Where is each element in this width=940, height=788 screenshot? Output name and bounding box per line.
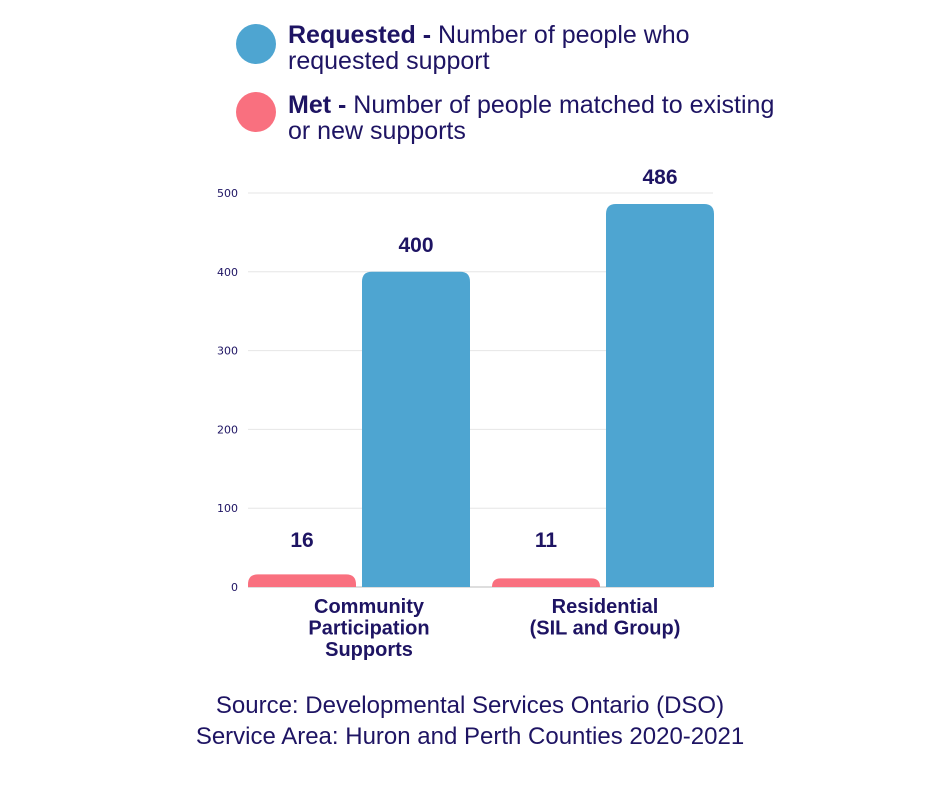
- x-category-label: Community: [314, 596, 425, 618]
- y-tick-label: 500: [217, 187, 238, 200]
- legend-key-requested: Requested -: [288, 21, 432, 49]
- x-category-label: Residential: [552, 596, 659, 618]
- source-line-2: Service Area: Huron and Perth Counties 2…: [195, 723, 745, 750]
- bar-requested: [362, 271, 470, 587]
- data-label: 11: [535, 529, 558, 552]
- legend-swatch-requested: [236, 24, 276, 64]
- legend-desc-met: Number of people matched to existing or …: [288, 91, 775, 145]
- y-tick-label: 300: [217, 345, 238, 358]
- y-tick-label: 400: [217, 266, 238, 279]
- x-category-label: Participation: [308, 618, 429, 640]
- bar-met: [492, 578, 600, 587]
- data-label: 400: [398, 234, 433, 257]
- data-label: 486: [642, 166, 677, 189]
- x-category-label: Supports: [325, 639, 413, 661]
- legend-key-met: Met -: [288, 91, 347, 119]
- bar-met: [248, 574, 356, 587]
- y-tick-label: 0: [231, 581, 238, 594]
- bar-chart: 0 100 200 300 400 500 16 11 400 486 CommunityParti…: [217, 166, 714, 661]
- source-line-1: Source: Developmental Services Ontario (…: [215, 692, 725, 719]
- legend-swatch-met: [236, 92, 276, 132]
- y-tick-label: 200: [217, 423, 238, 436]
- x-category-label: (SIL and Group): [530, 618, 681, 640]
- bar-requested: [606, 204, 714, 588]
- y-tick-label: 100: [217, 502, 238, 515]
- legend-desc-requested: Number of people who requested support: [288, 21, 690, 75]
- data-label: 16: [290, 529, 313, 552]
